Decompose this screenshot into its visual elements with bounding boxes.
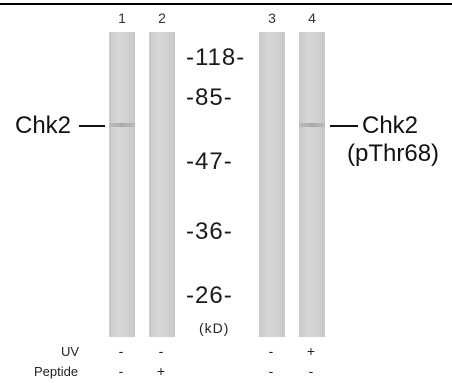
lane-number-1: 1 — [118, 10, 126, 26]
lane-number-4: 4 — [308, 10, 316, 26]
unit-label: (kD) — [199, 320, 230, 336]
blot-lane-4 — [299, 32, 325, 337]
blot-lane-2 — [149, 32, 175, 337]
blot-lane-3 — [259, 32, 285, 337]
uv-row-label: UV — [61, 344, 80, 359]
uv-lane-1: - — [118, 343, 124, 359]
uv-lane-4: + — [306, 343, 316, 359]
marker-36: -36- — [186, 218, 233, 245]
peptide-lane-4: - — [308, 363, 314, 379]
chk2-pointer-left — [79, 125, 105, 127]
marker-85: -85- — [186, 84, 233, 111]
chk2-label-left: Chk2 — [15, 112, 72, 139]
peptide-lane-1: - — [118, 363, 124, 379]
uv-lane-3: - — [268, 343, 274, 359]
chk2-pthr68-band — [299, 123, 325, 127]
pthr68-label: (pThr68) — [347, 140, 440, 167]
chk2-band — [109, 123, 135, 127]
uv-lane-2: - — [158, 343, 164, 359]
top-rule — [0, 3, 452, 5]
peptide-lane-2: + — [156, 363, 166, 379]
blot-lane-1 — [109, 32, 135, 337]
peptide-row-label: Peptide — [34, 364, 79, 379]
marker-26: -26- — [186, 282, 233, 309]
marker-118: -118- — [186, 44, 246, 71]
marker-47: -47- — [186, 148, 233, 175]
lane-number-3: 3 — [268, 10, 276, 26]
chk2-label-right: Chk2 — [362, 112, 419, 139]
lane-number-2: 2 — [158, 10, 166, 26]
chk2-pointer-right — [330, 125, 358, 127]
peptide-lane-3: - — [268, 363, 274, 379]
